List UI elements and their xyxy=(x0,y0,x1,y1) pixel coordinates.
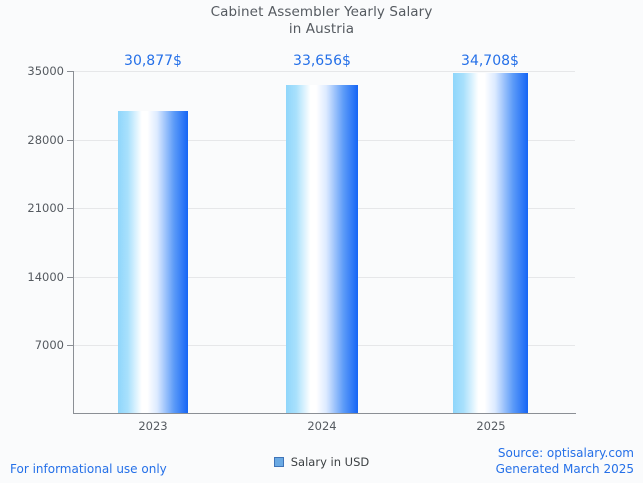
bar-2025[interactable] xyxy=(453,73,528,413)
x-axis-line xyxy=(73,413,576,414)
y-tick-mark-7000 xyxy=(67,345,73,346)
chart-title-line-2: in Austria xyxy=(288,21,355,37)
bar-2023[interactable] xyxy=(118,111,188,413)
bar-value-2024: 33,656$ xyxy=(293,53,351,69)
y-axis-line xyxy=(73,71,74,414)
y-tick-label-35000: 35000 xyxy=(27,64,64,78)
legend-swatch-icon xyxy=(273,457,284,467)
chart-legend: Salary in USD xyxy=(0,455,643,470)
footer-generated: Generated March 2025 xyxy=(495,461,634,476)
y-tick-mark-21000 xyxy=(67,208,73,209)
y-tick-mark-14000 xyxy=(67,277,73,278)
footer-source-block: Source: optisalary.com Generated March 2… xyxy=(496,446,634,477)
bar-2024[interactable] xyxy=(286,85,358,413)
gridline-35000 xyxy=(73,71,575,72)
chart-title-line-1: Cabinet Assembler Yearly Salary xyxy=(210,4,433,20)
legend-label: Salary in USD xyxy=(290,455,370,469)
bar-value-2025: 34,708$ xyxy=(461,53,519,69)
chart-title: Cabinet Assembler Yearly Salary in Austr… xyxy=(0,4,643,38)
y-tick-mark-28000 xyxy=(67,140,73,141)
x-tick-label-2025: 2025 xyxy=(476,419,506,433)
y-tick-mark-35000 xyxy=(67,71,73,72)
x-tick-label-2023: 2023 xyxy=(138,419,168,433)
y-tick-label-14000: 14000 xyxy=(27,270,64,284)
x-tick-label-2024: 2024 xyxy=(307,419,337,433)
y-tick-label-21000: 21000 xyxy=(27,201,64,215)
plot-area xyxy=(73,71,575,413)
footer-disclaimer: For informational use only xyxy=(10,462,167,476)
y-tick-label-28000: 28000 xyxy=(27,133,64,147)
footer-source: Source: optisalary.com xyxy=(497,446,634,460)
y-axis-tick-labels: 35000 28000 21000 14000 7000 xyxy=(0,0,64,483)
legend-item-salary-in-usd[interactable]: Salary in USD xyxy=(273,455,370,469)
bar-value-2023: 30,877$ xyxy=(124,53,182,69)
y-tick-label-7000: 7000 xyxy=(34,338,64,352)
